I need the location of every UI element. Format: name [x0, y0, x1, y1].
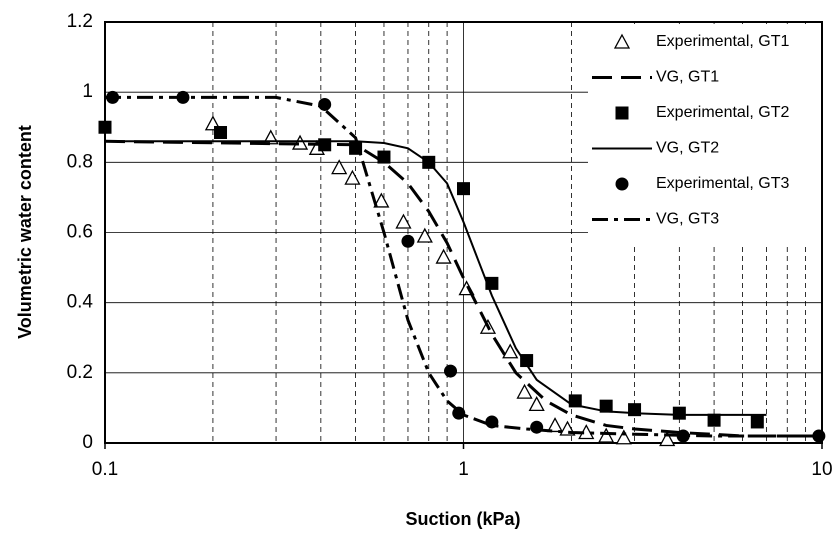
marker-triangle [528, 396, 545, 412]
marker-square [318, 138, 332, 152]
plot-frame [104, 21, 823, 444]
marker-circle [812, 429, 826, 443]
y-tick-label: 0.8 [67, 151, 93, 172]
marker-square [672, 406, 686, 420]
x-axis-label: Suction (kPa) [405, 509, 520, 529]
marker-triangle [416, 227, 433, 243]
x-tick-label: 10 [811, 459, 832, 480]
marker-triangle [613, 33, 631, 49]
marker-square [520, 354, 534, 368]
marker-triangle [395, 213, 412, 229]
legend-box [588, 24, 821, 243]
y-tick-label: 0 [82, 432, 93, 453]
y-tick-label: 0.2 [67, 362, 93, 383]
y-axis-label: Volumetric water content [15, 125, 35, 339]
y-tick-label: 0.4 [67, 292, 94, 313]
x-tick-label: 1 [458, 459, 469, 480]
marker-square [750, 415, 764, 429]
legend-label: VG, GT1 [656, 69, 719, 86]
legend-label: Experimental, GT1 [656, 33, 789, 50]
marker-triangle [659, 431, 676, 447]
marker-circle [318, 97, 332, 111]
marker-triangle [615, 429, 632, 445]
marker-triangle [435, 248, 452, 264]
marker-square [98, 120, 112, 134]
curve [105, 95, 822, 438]
marker-triangle [331, 159, 348, 175]
marker-square [457, 182, 470, 196]
marker-circle [676, 429, 690, 443]
curve [105, 140, 767, 416]
marker-triangle [546, 417, 564, 433]
y-tick-label: 1.2 [67, 11, 93, 32]
marker-square [707, 413, 721, 427]
legend-label: VG, GT3 [656, 211, 719, 228]
marker-square [615, 106, 629, 120]
marker-triangle [344, 169, 361, 185]
marker-circle [615, 177, 629, 191]
x-tick-label: 0.1 [92, 459, 118, 480]
marker-circle [444, 364, 458, 378]
marker-square [599, 399, 613, 413]
marker-triangle [502, 343, 519, 359]
curve [104, 139, 822, 438]
marker-circle [401, 234, 415, 248]
marker-triangle [373, 192, 390, 208]
marker-circle [530, 420, 544, 434]
marker-triangle [516, 383, 533, 399]
y-tick-label: 1 [82, 81, 93, 102]
legend-label: Experimental, GT2 [656, 104, 789, 121]
marker-triangle [598, 427, 615, 443]
legend-label: VG, GT2 [656, 140, 719, 157]
marker-square [214, 126, 228, 140]
legend-label: Experimental, GT3 [656, 175, 789, 192]
y-tick-label: 0.6 [67, 222, 93, 243]
marker-square [377, 150, 391, 164]
